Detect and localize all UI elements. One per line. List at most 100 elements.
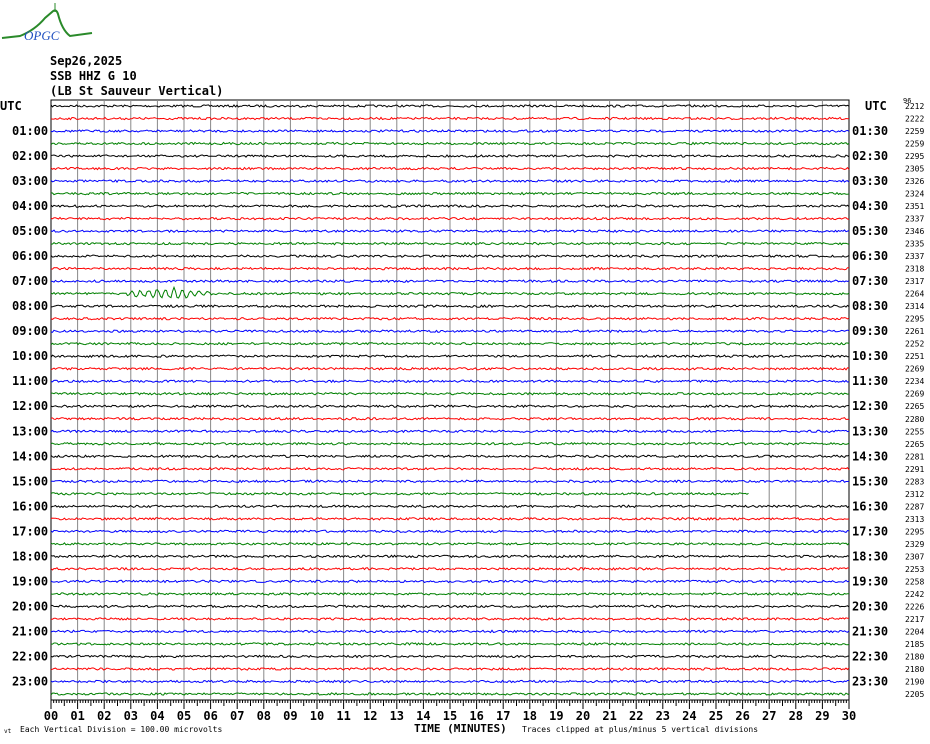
trace-line [50, 129, 850, 133]
trace-value-label: 2259 [905, 127, 924, 136]
right-hour-label: 22:30 [852, 649, 888, 663]
right-hour-label: 18:30 [852, 549, 888, 563]
trace-line [50, 216, 850, 221]
right-hour-label: 16:30 [852, 499, 888, 513]
trace-line [50, 366, 850, 371]
corner-mark: vt [4, 728, 12, 735]
left-hour-label: 18:00 [12, 549, 48, 563]
trace-line [50, 229, 850, 234]
trace-value-label: 2222 [905, 115, 924, 124]
right-hour-label: 09:30 [852, 324, 888, 338]
trace-line [50, 241, 850, 246]
x-tick-label: 20 [576, 709, 590, 723]
right-hour-label: 04:30 [852, 199, 888, 213]
trace-value-label: 2185 [905, 640, 924, 649]
trace-line [51, 617, 849, 621]
left-hour-label: 22:00 [12, 649, 48, 663]
left-hour-label: 23:00 [12, 674, 48, 688]
trace-value-label: 2314 [905, 302, 924, 311]
trace-value-label: 2251 [905, 352, 924, 361]
left-hour-label: 11:00 [12, 374, 48, 388]
left-hour-label: 20:00 [12, 599, 48, 613]
x-tick-label: 09 [283, 709, 297, 723]
x-tick-label: 27 [762, 709, 776, 723]
trace-value-label: 2307 [905, 552, 924, 561]
trace-line [50, 316, 850, 321]
left-hour-label: 13:00 [12, 424, 48, 438]
x-tick-label: 06 [203, 709, 217, 723]
trace-line [50, 542, 850, 546]
left-hour-label: 19:00 [12, 574, 48, 588]
trace-value-label: 2317 [905, 277, 924, 286]
trace-value-label: 2180 [905, 652, 924, 661]
date-label: Sep26,2025 [50, 54, 123, 68]
trace-line [50, 416, 850, 421]
right-hour-label: 07:30 [852, 274, 888, 288]
left-hour-label: 07:00 [12, 274, 48, 288]
x-tick-label: 03 [124, 709, 138, 723]
x-tick-label: 26 [735, 709, 749, 723]
x-tick-label: 01 [70, 709, 84, 723]
left-hour-label: 12:00 [12, 399, 48, 413]
right-hour-label: 02:30 [852, 149, 888, 163]
left-hour-label: 06:00 [12, 249, 48, 263]
trace-value-label: 2287 [905, 502, 924, 511]
trace-value-label: 2351 [905, 202, 924, 211]
right-hour-label: 12:30 [852, 399, 888, 413]
x-tick-label: 05 [177, 709, 191, 723]
trace-line [50, 254, 850, 259]
trace-line [50, 329, 850, 334]
trace-line [50, 654, 850, 659]
right-hour-label: 20:30 [852, 599, 888, 613]
x-tick-label: 10 [310, 709, 324, 723]
trace-line [50, 116, 850, 121]
trace-line [50, 566, 850, 571]
left-hour-label: 03:00 [12, 174, 48, 188]
left-hour-label: 04:00 [12, 199, 48, 213]
trace-value-label: 2283 [905, 477, 924, 486]
trace-line [50, 279, 850, 283]
trace-line [50, 604, 850, 609]
trace-line [50, 204, 850, 208]
trace-line [50, 441, 850, 446]
trace-line [50, 285, 850, 299]
right-hour-label: 10:30 [852, 349, 888, 363]
x-tick-label: 25 [709, 709, 723, 723]
trace-value-label: 2265 [905, 402, 924, 411]
right-hour-label: 21:30 [852, 624, 888, 638]
left-hour-label: 10:00 [12, 349, 48, 363]
x-tick-label: 30 [842, 709, 856, 723]
trace-line [50, 141, 850, 146]
x-tick-label: 21 [602, 709, 616, 723]
trace-line [50, 454, 850, 459]
trace-value-label: 2337 [905, 215, 924, 224]
trace-value-label: 2252 [905, 340, 924, 349]
right-axis-title: UTC [865, 99, 887, 113]
right-hour-label: 08:30 [852, 299, 888, 313]
scale-note: Each Vertical Division = 100.00 microvol… [20, 725, 223, 734]
trace-value-label: 2265 [905, 440, 924, 449]
trace-line [50, 679, 850, 684]
x-tick-label: 12 [363, 709, 377, 723]
right-hour-label: 01:30 [852, 124, 888, 138]
trace-line [50, 554, 850, 559]
trace-line [50, 579, 850, 584]
right-hour-label: 13:30 [852, 424, 888, 438]
trace-value-label: 2313 [905, 515, 924, 524]
trace-line [50, 354, 849, 359]
right-corner-label: 96 [903, 97, 911, 105]
right-hour-label: 17:30 [852, 524, 888, 538]
trace-value-label: 2205 [905, 690, 924, 699]
trace-value-label: 2337 [905, 252, 924, 261]
left-hour-label: 14:00 [12, 449, 48, 463]
trace-value-label: 2295 [905, 527, 924, 536]
x-axis-title: TIME (MINUTES) [414, 722, 507, 735]
trace-line [50, 304, 850, 309]
right-hour-label: 15:30 [852, 474, 888, 488]
x-tick-label: 11 [336, 709, 350, 723]
trace-value-label: 2258 [905, 577, 924, 586]
trace-value-label: 2217 [905, 615, 924, 624]
left-hour-label: 02:00 [12, 149, 48, 163]
trace-line [50, 529, 850, 534]
